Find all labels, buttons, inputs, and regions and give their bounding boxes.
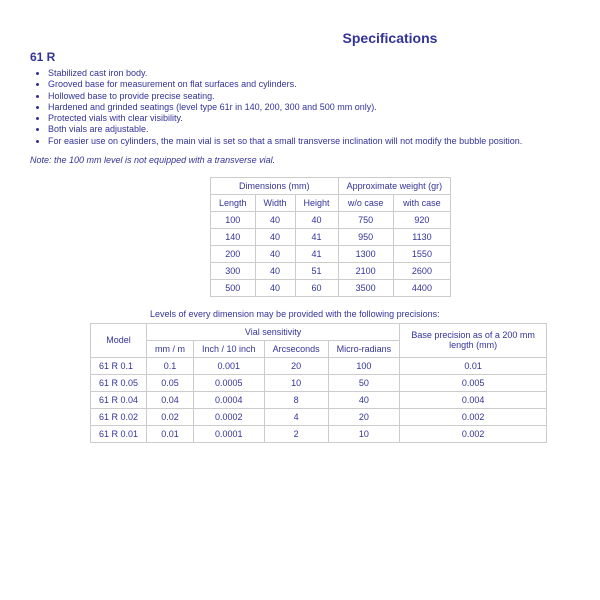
page-title: Specifications (30, 30, 570, 46)
precision-table: ModelVial sensitivityBase precision as o… (90, 323, 547, 443)
note-text: Note: the 100 mm level is not equipped w… (30, 155, 570, 165)
feature-item: Both vials are adjustable. (48, 124, 570, 135)
features-list: Stabilized cast iron body.Grooved base f… (48, 68, 570, 147)
model-heading: 61 R (30, 50, 570, 64)
dimensions-table: Dimensions (mm)Approximate weight (gr)Le… (210, 177, 451, 297)
feature-item: Stabilized cast iron body. (48, 68, 570, 79)
feature-item: Hardened and grinded seatings (level typ… (48, 102, 570, 113)
feature-item: Grooved base for measurement on flat sur… (48, 79, 570, 90)
feature-item: Hollowed base to provide precise seating… (48, 91, 570, 102)
feature-item: Protected vials with clear visibility. (48, 113, 570, 124)
feature-item: For easier use on cylinders, the main vi… (48, 136, 570, 147)
precision-caption: Levels of every dimension may be provide… (150, 309, 570, 319)
